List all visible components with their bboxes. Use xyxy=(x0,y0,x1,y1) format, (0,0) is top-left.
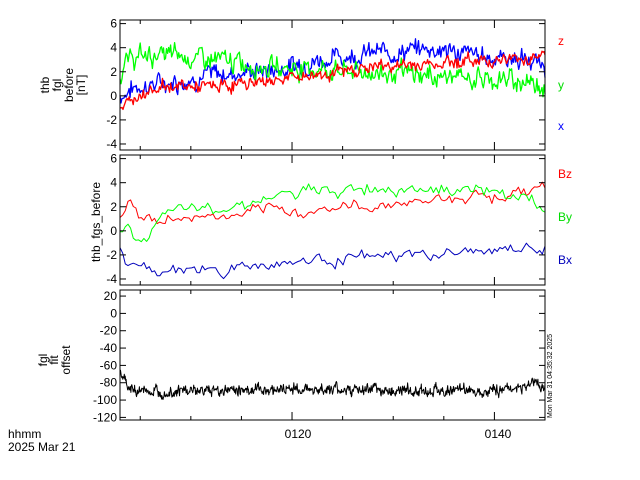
y-tick-label: 6 xyxy=(110,152,117,166)
panel-3-ylabel-line-2: fit xyxy=(47,355,61,365)
timestamp: Mon Mar 31 04:35:32 2025 xyxy=(547,334,554,418)
panel-2-frame xyxy=(119,154,546,286)
series-line-Bx xyxy=(119,242,546,280)
panel-3-frame xyxy=(119,289,546,421)
y-tick-label: -120 xyxy=(93,410,117,424)
y-tick-label: 6 xyxy=(110,17,117,31)
legend-bz: Bz xyxy=(558,167,572,181)
panel-3-ylabel-line-1: fgl xyxy=(36,354,50,367)
legend-by: By xyxy=(558,210,572,224)
y-tick-label: -40 xyxy=(100,341,118,355)
panel-2-ylabel: thb_fgs_before xyxy=(89,182,103,262)
series-line-y xyxy=(119,42,546,98)
y-tick-label: -2 xyxy=(106,248,117,262)
panel-1-series xyxy=(119,38,546,111)
x-tick-label-0140: 0140 xyxy=(485,427,512,441)
time-axis-label: hhmm xyxy=(8,427,41,441)
y-tick-label: -100 xyxy=(93,393,117,407)
panel-1-frame xyxy=(119,19,546,151)
series-line-z xyxy=(119,50,546,111)
y-tick-label: 4 xyxy=(110,176,117,190)
legend-x: x xyxy=(558,119,564,133)
date-label: 2025 Mar 21 xyxy=(8,440,76,454)
panel-1-ylabel-line-4: [nT] xyxy=(74,75,88,96)
panel-3-axes: -120 -100 -80 -60 -40 -20 0 20 xyxy=(93,289,546,424)
y-tick-label: 0 xyxy=(110,224,117,238)
panel-fit-offset: -120 -100 -80 -60 -40 -20 0 20 fgl fit offset M… xyxy=(36,289,554,424)
legend-y: y xyxy=(558,78,564,92)
series-line-x xyxy=(119,38,546,104)
series-line-By xyxy=(120,183,546,243)
y-tick-label: 0 xyxy=(110,306,117,320)
panel-3-ylabel-line-3: offset xyxy=(59,345,73,375)
y-tick-label: 2 xyxy=(110,200,117,214)
y-tick-label: 4 xyxy=(110,41,117,55)
y-tick-label: -80 xyxy=(100,376,118,390)
y-tick-label: -20 xyxy=(100,324,118,338)
y-tick-label: -60 xyxy=(100,358,118,372)
panel-1-ylabel-line-3: before xyxy=(62,68,76,102)
series-line-offset xyxy=(119,369,546,400)
y-tick-label: 20 xyxy=(104,289,118,303)
series-line-Bz xyxy=(119,181,546,225)
legend-z: z xyxy=(558,34,564,48)
panel-3-series xyxy=(119,369,546,400)
panel-1-ylabel-line-1: thb xyxy=(38,76,52,93)
panel-1-axes: -4 -2 0 2 4 6 xyxy=(106,17,546,151)
y-tick-label: 0 xyxy=(110,89,117,103)
panel-fgl-before: -4 -2 0 2 4 6 thb fgl before [nT] x y z xyxy=(38,17,564,151)
panel-2-axes: -4 -2 0 2 4 6 xyxy=(106,152,546,286)
panel-1-ylabel-line-2: fgl xyxy=(50,79,64,92)
y-tick-label: -4 xyxy=(106,272,117,286)
y-tick-label: -4 xyxy=(106,137,117,151)
x-tick-label-0120: 0120 xyxy=(285,427,312,441)
panel-fgs-before: -4 -2 0 2 4 6 thb_fgs_before Bz By Bx xyxy=(89,152,572,286)
y-tick-label: 2 xyxy=(110,65,117,79)
legend-bx: Bx xyxy=(558,253,572,267)
panel-2-series xyxy=(119,181,546,280)
y-tick-label: -2 xyxy=(106,113,117,127)
